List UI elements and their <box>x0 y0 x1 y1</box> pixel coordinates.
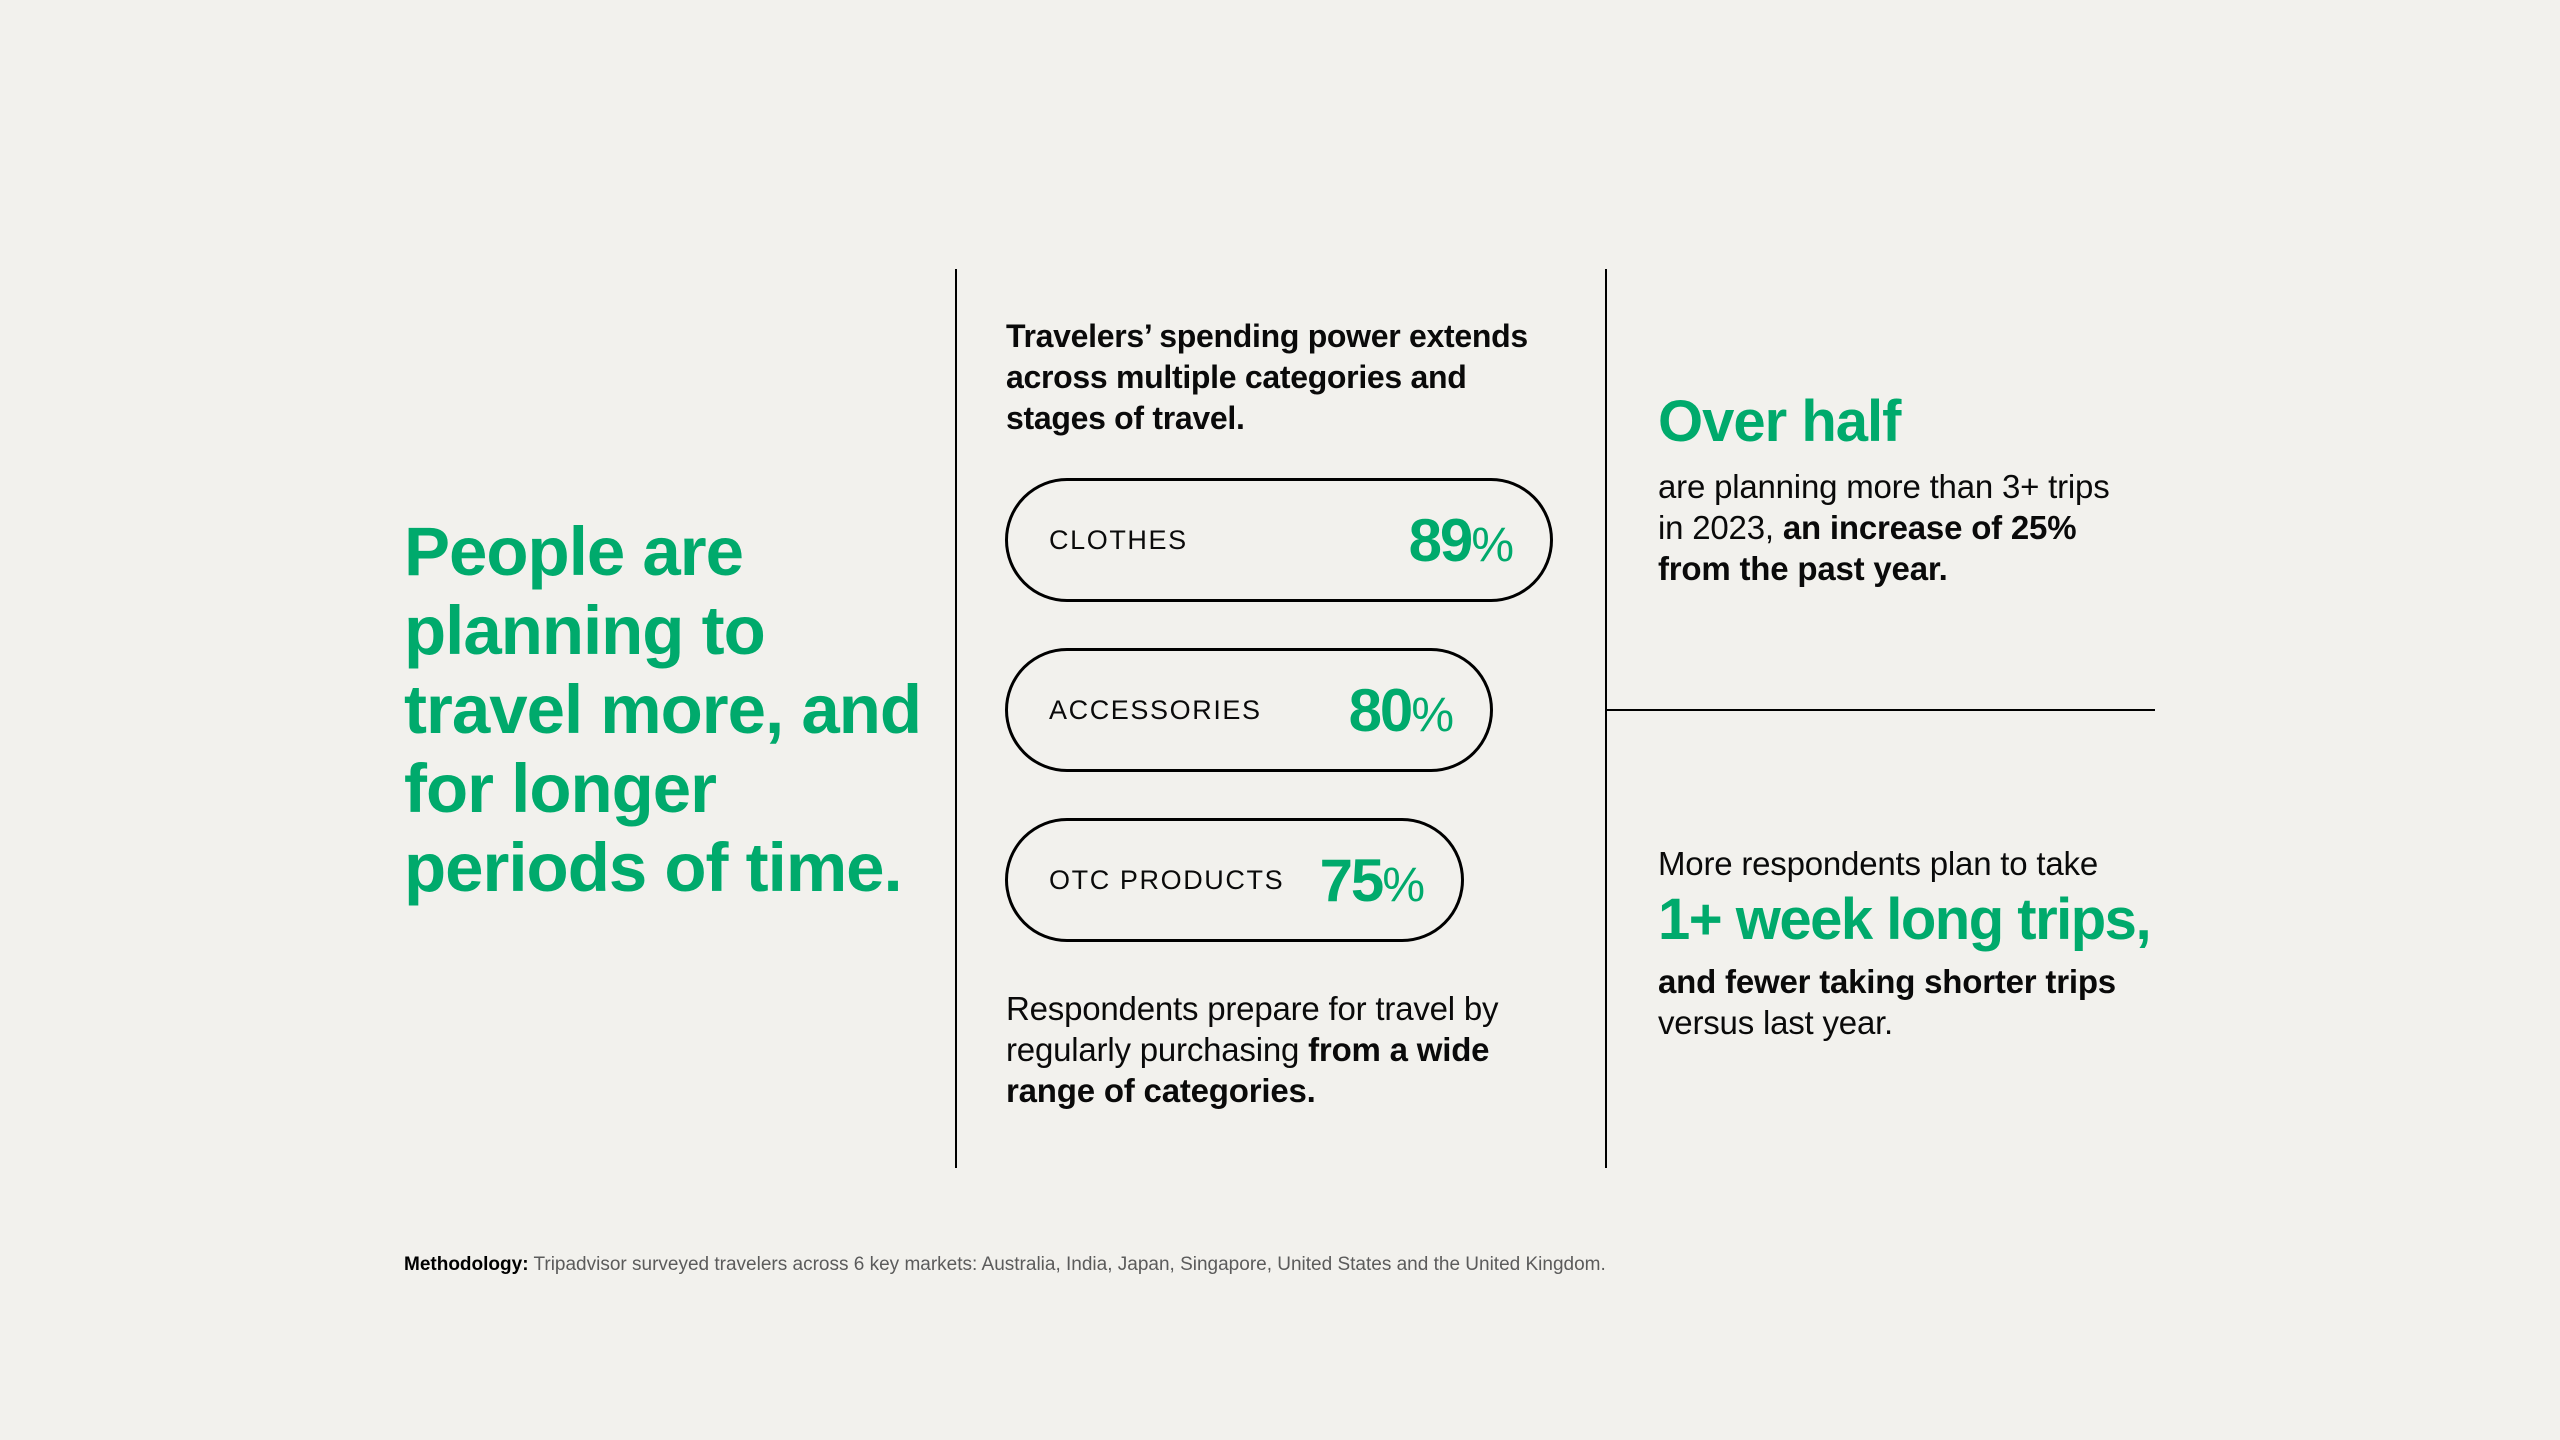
stat2-lead: More respondents plan to take <box>1658 845 2098 882</box>
column-divider-right <box>1605 269 1607 1168</box>
category-pill-accessories: ACCESSORIES 80% <box>1005 648 1493 772</box>
column-divider-left <box>955 269 957 1168</box>
spending-intro: Travelers’ spending power extends across… <box>1006 318 1528 436</box>
category-label: OTC PRODUCTS <box>1049 864 1285 895</box>
stat1-body: are planning more than 3+ trips in 2023,… <box>1658 468 2110 587</box>
category-pill-otc-products: OTC PRODUCTS 75% <box>1005 818 1464 942</box>
stat2-body: and fewer taking shorter trips versus la… <box>1658 963 2116 1041</box>
stat2-title: 1+ week long trips, <box>1658 887 2152 952</box>
category-value: 80% <box>1348 676 1454 744</box>
category-value: 89% <box>1408 506 1514 574</box>
headline: People are planning to travel more, and … <box>404 513 922 906</box>
stats-divider <box>1605 709 2155 711</box>
category-label: ACCESSORIES <box>1049 694 1262 725</box>
spending-outro: Respondents prepare for travel by regula… <box>1006 990 1499 1109</box>
category-pill-clothes: CLOTHES 89% <box>1005 478 1553 602</box>
methodology-note: Methodology: Tripadvisor surveyed travel… <box>404 1254 1606 1275</box>
stat1-title: Over half <box>1658 389 1901 454</box>
category-label: CLOTHES <box>1049 524 1188 555</box>
category-value: 75% <box>1319 846 1425 914</box>
